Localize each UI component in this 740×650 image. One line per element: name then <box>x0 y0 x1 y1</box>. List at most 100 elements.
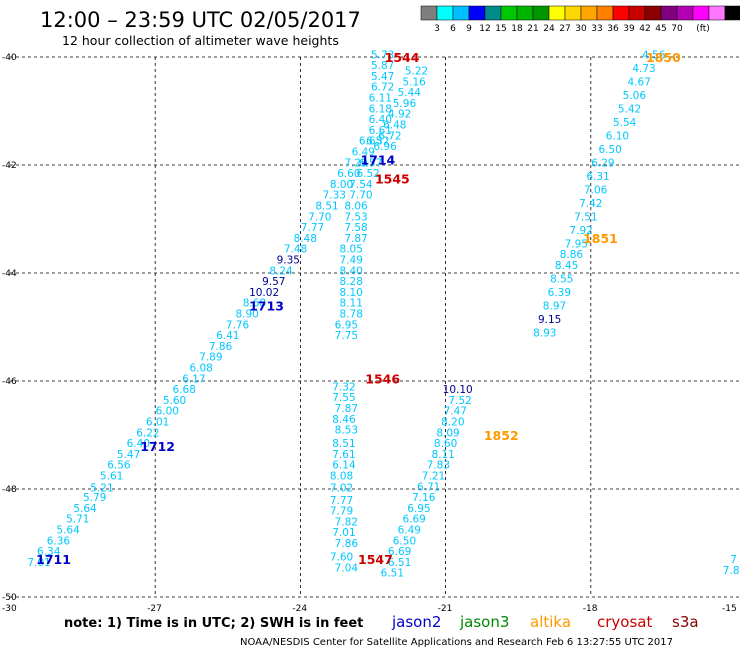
scale-label: 30 <box>575 24 587 34</box>
satellite-legend: jason2 jason3 altika cryosat s3a <box>391 613 699 631</box>
wave-height-value: 8.24 <box>269 265 293 277</box>
track-time-label: 1850 <box>646 50 681 65</box>
wave-height-value: 6.11 <box>369 93 392 105</box>
wave-height-value: 7 <box>730 554 737 566</box>
scale-label: 27 <box>559 24 570 34</box>
wave-height-value: 5.47 <box>371 71 394 83</box>
wave-height-value: 6.60 <box>337 168 360 180</box>
track-time-label: 1544 <box>385 50 420 65</box>
wave-height-value: 5.06 <box>623 90 647 102</box>
wave-height-value: 6.96 <box>373 141 397 153</box>
y-tick-label: -44 <box>2 269 17 279</box>
wave-height-value: 8.86 <box>560 249 584 261</box>
wave-height-value: 5.42 <box>618 103 641 115</box>
wave-height-value: 5.16 <box>402 76 426 88</box>
y-tick-label: -50 <box>2 593 17 603</box>
track-time-label: 1545 <box>375 172 410 187</box>
wave-height-value: 5.96 <box>393 98 417 110</box>
wave-height-value: 5.71 <box>66 514 89 526</box>
wave-height-value: 7.87 <box>344 233 367 245</box>
track-time-label: 1547 <box>358 552 393 567</box>
satellite-name-cryosat: cryosat <box>597 613 652 631</box>
wave-height-value: 6.48 <box>383 120 406 132</box>
wave-height-value: 6.51 <box>388 557 411 569</box>
wave-height-value: 6.29 <box>591 157 614 169</box>
scale-swatch <box>676 5 694 21</box>
wave-height-value: 6.68 <box>173 384 196 396</box>
wave-height-value: 4.56 <box>642 49 666 61</box>
wave-height-value: 6.40 <box>127 438 150 450</box>
wave-height-value: 7.51 <box>574 211 597 223</box>
wave-height-value: 7.06 <box>584 184 608 196</box>
scale-swatch <box>580 5 598 21</box>
x-tick-label: -30 <box>2 604 17 614</box>
wave-height-value: 6.10 <box>606 130 629 142</box>
wave-height-value: 6.95 <box>335 319 358 331</box>
wave-height-value: 6.34 <box>37 546 61 558</box>
wave-height-value: 6.72 <box>371 82 394 94</box>
x-tick-label: -18 <box>583 604 598 614</box>
wave-height-value: 8.46 <box>332 414 356 426</box>
scale-label: 42 <box>639 24 650 34</box>
track-time-label: 1546 <box>365 371 400 386</box>
scale-label: 6 <box>450 24 456 34</box>
wave-height-value: 5.61 <box>100 471 123 483</box>
grid-lines <box>10 56 740 598</box>
scale-label: 12 <box>479 24 490 34</box>
track-time-label: 1714 <box>360 153 395 168</box>
scale-swatch <box>692 5 710 21</box>
wave-height-value: 6.17 <box>182 373 205 385</box>
wave-height-value: 5.64 <box>73 503 97 515</box>
wave-height-value: 8.51 <box>315 201 338 213</box>
wave-height-value: 8.45 <box>555 260 578 272</box>
wave-height-value: 7.70 <box>349 190 372 202</box>
wave-height-value: 8.55 <box>550 273 573 285</box>
footer-note: note: 1) Time is in UTC; 2) SWH is in fe… <box>64 616 363 631</box>
wave-height-value: 7.49 <box>340 255 363 267</box>
wave-height-value: 4.92 <box>388 109 411 121</box>
scale-label: 70 <box>671 24 683 34</box>
scale-swatch <box>564 5 582 21</box>
wave-height-value: 7.52 <box>448 395 471 407</box>
wave-height-value: 7.21 <box>422 471 445 483</box>
scale-label: 3 <box>434 24 440 34</box>
satellite-name-jason3: jason3 <box>459 613 509 631</box>
scale-swatch <box>548 5 566 21</box>
scale-swatch <box>532 5 550 21</box>
wave-height-value: 7.01 <box>332 527 355 539</box>
wave-height-value: 8.20 <box>441 417 464 429</box>
wave-height-value: 6.49 <box>352 147 375 159</box>
scale-label: (ft) <box>696 24 710 34</box>
wave-height-value: 6.95 <box>407 503 430 515</box>
wave-height-value: 8.11 <box>340 298 363 310</box>
wave-height-value: 6.50 <box>393 535 416 547</box>
wave-height-value: 7.70 <box>308 211 331 223</box>
scale-swatch <box>420 5 438 21</box>
scale-swatch <box>596 5 614 21</box>
wave-height-value: 8.97 <box>543 300 566 312</box>
track-time-label: 1713 <box>249 298 284 313</box>
wave-height-value: 6.32 <box>366 136 389 148</box>
wave-height-value: 7.92 <box>569 225 592 237</box>
wave-height-value: 8.05 <box>340 244 363 256</box>
satellite-name-s3a: s3a <box>672 613 699 631</box>
scale-swatch <box>436 5 454 21</box>
wave-height-value: 9.15 <box>538 314 561 326</box>
wave-height-value: 7.58 <box>344 222 367 234</box>
wave-height-value: 7.83 <box>427 460 450 472</box>
x-tick-label: -15 <box>722 604 737 614</box>
footer-credit: NOAA/NESDIS Center for Satellite Applica… <box>240 637 673 648</box>
wave-height-value: 8.28 <box>340 276 363 288</box>
time-labels: 1711 1712 1713 1714 1544 1545 1546 1547 1850 1851… <box>36 50 681 567</box>
scale-swatch <box>628 5 646 21</box>
wave-height-value: 6.31 <box>586 171 609 183</box>
wave-height-value: 10.10 <box>443 384 473 396</box>
scale-swatch <box>468 5 486 21</box>
plot-area: -40 -42 -44 -46 -48 -50-30 -27 -24 -21 -18 -15 7.0… <box>2 49 740 614</box>
wave-height-value: 7.77 <box>330 495 353 507</box>
wave-height-value: 6.57 <box>359 157 382 169</box>
wave-height-value: 6.01 <box>146 417 169 429</box>
wave-height-value: 5.54 <box>613 117 637 129</box>
scale-swatch <box>500 5 518 21</box>
wave-height-value: 6.39 <box>548 287 571 299</box>
